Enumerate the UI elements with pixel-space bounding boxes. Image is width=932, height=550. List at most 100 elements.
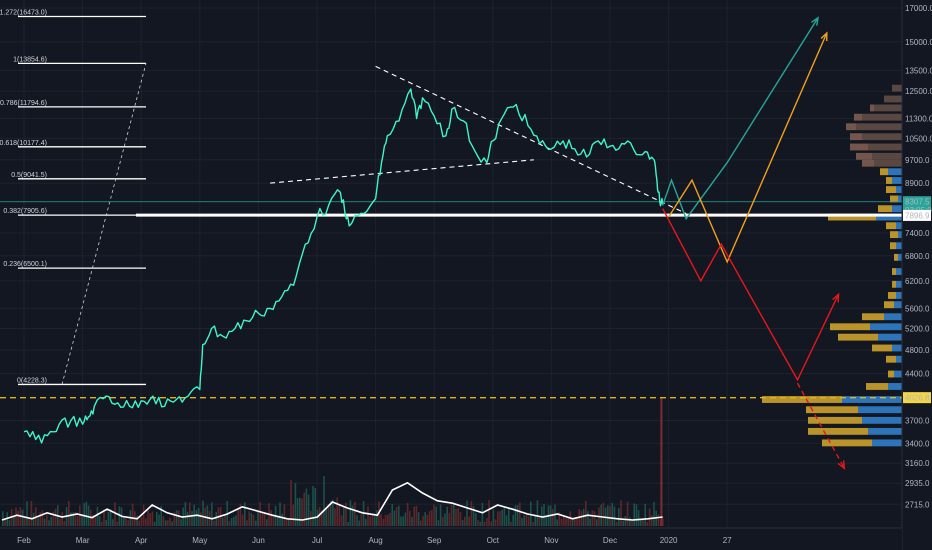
volume-profile-bar [886,186,896,193]
volume-bar [457,508,459,526]
volume-bar [237,508,239,526]
volume-bar [142,504,145,526]
volume-bar [127,520,129,526]
fib-level-label: 1.272(16473.0) [0,10,47,17]
volume-bar [662,518,664,526]
volume-bar [107,511,110,526]
volume-bar [409,511,411,526]
ascending-trendline [270,159,534,184]
y-tick-label: 7400.0 [905,229,930,238]
bullish-projection-orange-head [820,31,828,41]
volume-bar [422,515,424,526]
volume-bar [442,516,444,526]
volume-bar [70,512,72,526]
volume-bar [175,510,178,526]
volume-profile-bar [888,383,902,390]
fib-level-label: 0.5(9041.5) [11,172,47,179]
volume-profile-bar [894,370,902,378]
volume-bar [600,504,602,526]
volume-bar [611,502,613,526]
volume-bar [538,517,541,526]
volume-profile-bar [808,427,868,435]
volume-profile-bar [850,133,862,141]
volume-bar [479,521,481,526]
volume-bar [74,512,77,526]
volume-profile-bar [880,168,888,176]
volume-bar [252,514,255,526]
x-tick-label: Aug [368,536,382,545]
bearish-projection-red [662,208,840,382]
volume-profile-bar [762,396,842,403]
x-tick-label: 2020 [660,536,678,545]
volume-profile-bar [884,95,902,103]
volume-bar [118,506,121,526]
y-tick-label: 2715.0 [905,500,930,509]
volume-bar [492,509,495,526]
volume-profile-bar [896,268,902,275]
volume-profile-bar [894,253,898,261]
volume-profile-bar [894,301,902,309]
volume-bar [461,520,464,526]
volume-bar [587,510,589,526]
volume-bar [455,509,457,526]
y-tick-label: 6200.0 [905,277,930,286]
volume-bar [305,488,308,526]
volume-bar [202,500,204,526]
volume-bar [290,480,292,526]
volume-bar [316,509,319,526]
volume-bar [596,519,598,526]
volume-bar [85,501,88,526]
volume-bar [41,509,44,526]
volume-bar [296,498,299,526]
volume-bar [160,506,162,526]
volume-bar [387,514,389,526]
volume-bar [303,492,305,526]
volume-bar [620,500,622,526]
volume-bar [382,518,385,526]
volume-bar [13,515,15,526]
volume-bar [54,508,57,526]
x-tick-label: Feb [17,536,31,545]
volume-bar [158,514,160,526]
volume-profile-bar [874,159,902,167]
volume-bar [281,513,283,526]
volume-bar [470,501,473,526]
volume-bar [358,520,360,526]
volume-bar [169,517,171,526]
volume-profile-bar [856,152,872,160]
volume-bar [21,509,24,526]
volume-profile-bar [808,416,862,424]
y-tick-label: 13500.0 [905,66,932,75]
volume-bar [433,504,435,526]
volume-bar [347,521,349,526]
volume-bar [338,505,341,526]
volume-profile-bar [898,231,902,239]
volume-bar [329,501,332,526]
volume-bar [116,521,118,526]
y-axis-background [902,0,932,550]
volume-bar [615,521,618,526]
volume-profile-bar [896,355,902,363]
volume-bar [402,516,404,526]
volume-bar [477,519,479,526]
volume-profile-bar [896,292,902,299]
volume-profile-bar [858,406,902,414]
y-tick-label: 12500.0 [905,87,932,96]
volume-bar [499,511,501,526]
volume-profile-bar [862,113,902,121]
volume-bar [92,514,94,526]
volume-bar [512,514,514,526]
volume-bar [450,504,453,526]
volume-bar [497,511,499,526]
volume-bar [576,518,578,526]
volume-bar [591,510,594,526]
bullish-projection-teal [662,17,819,221]
volume-bar [393,510,396,526]
x-tick-label: 27 [723,536,732,545]
volume-bar [189,502,191,526]
volume-bar [103,509,105,526]
volume-bar [444,513,446,526]
volume-profile-bar [856,123,902,131]
volume-bar [94,517,96,526]
